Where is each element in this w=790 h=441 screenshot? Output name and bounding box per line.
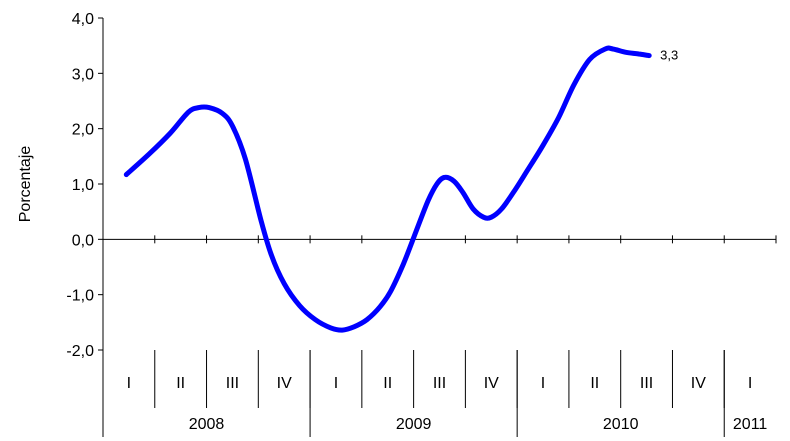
series-layer: 3,3 [123, 45, 678, 333]
quarter-label: III [433, 375, 446, 392]
y-axis: -2,0 -1,0 0,0 1,0 2,0 3,0 4,0 [66, 11, 104, 437]
quarter-label: IV [277, 375, 292, 392]
quarter-label: II [176, 375, 185, 392]
year-label: 2011 [733, 416, 768, 433]
year-label: 2010 [603, 416, 639, 433]
series-line [123, 45, 652, 333]
quarter-label: I [748, 375, 752, 392]
year-label: 2009 [396, 416, 432, 433]
y-tick-label: -1,0 [66, 288, 94, 305]
y-tick-label: 0,0 [72, 232, 94, 249]
year-label: 2008 [189, 416, 225, 433]
end-value-label: 3,3 [660, 48, 678, 63]
quarter-label: II [383, 375, 392, 392]
y-axis-label: Porcentaje [17, 146, 34, 223]
quarter-label: IV [484, 375, 499, 392]
y-tick-label: 4,0 [72, 11, 94, 28]
quarter-label: IV [691, 375, 706, 392]
y-tick-label: 1,0 [72, 177, 94, 194]
y-tick-label: 3,0 [72, 66, 94, 83]
quarter-label: I [334, 375, 338, 392]
quarter-label: I [127, 375, 131, 392]
y-tick-label: -2,0 [66, 343, 94, 360]
quarter-label: III [226, 375, 239, 392]
quarter-label: III [640, 375, 653, 392]
quarter-label: I [541, 375, 545, 392]
quarter-label: II [590, 375, 599, 392]
y-tick-label: 2,0 [72, 122, 94, 139]
